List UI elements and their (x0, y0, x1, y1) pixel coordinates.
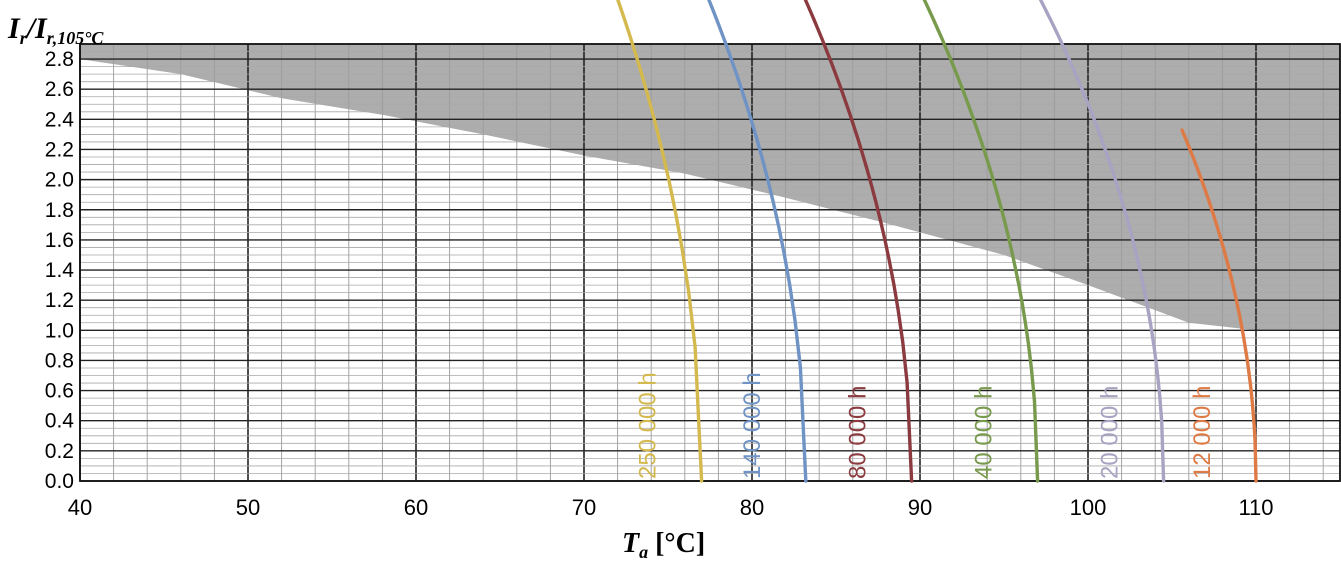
x-tick-label: 70 (572, 495, 596, 520)
series-label-1: 140 000 h (739, 372, 766, 479)
y-tick-label: 0.0 (45, 470, 74, 493)
y-axis-label: Ir/Ir,105°C (8, 12, 104, 48)
plot-border (79, 43, 1341, 482)
y-tick-label: 1.0 (45, 319, 74, 342)
y-tick-label: 0.2 (45, 440, 74, 463)
y-tick-label: 1.4 (45, 259, 75, 282)
series-label-5: 12 000 h (1189, 386, 1216, 479)
x-tick-label: 60 (404, 495, 428, 520)
series-line-1 (707, 0, 808, 483)
curve-label-layer: 250 000 h 140 000 h 80 000 h 40 000 h 20 000… (635, 372, 1216, 479)
x-tick-label: 110 (1238, 495, 1273, 520)
y-tick-label: 1.2 (45, 289, 74, 312)
y-tick-label: 2.8 (45, 48, 74, 71)
series-label-4: 20 000 h (1097, 386, 1124, 479)
series-label-0: 250 000 h (635, 372, 662, 479)
y-tick-label: 0.8 (45, 349, 74, 372)
y-tick-label: 2.6 (45, 78, 74, 101)
x-tick-label: 50 (236, 495, 260, 520)
series-line-3 (922, 0, 1040, 483)
series-label-2: 80 000 h (845, 386, 872, 479)
y-tick-label: 1.8 (45, 199, 74, 222)
y-tick-label: 2.2 (45, 138, 74, 161)
grid-layer (79, 43, 1341, 482)
x-tick-label: 40 (68, 495, 92, 520)
y-tick-label: 2.4 (45, 108, 75, 131)
x-axis-label: Ta [°C] (622, 528, 706, 562)
x-tick-label: 90 (908, 495, 932, 520)
tick-label-layer: 0.0 0.2 0.4 0.6 0.8 1.0 1.2 1.4 1.6 1.8 2.0 2.2 2.4 2… (45, 48, 1274, 520)
x-tick-label: 100 (1070, 495, 1107, 520)
series-line-4 (1038, 0, 1166, 483)
shaded-region (80, 44, 1340, 331)
series-line-2 (803, 0, 914, 483)
series-label-3: 40 000 h (971, 386, 998, 479)
y-tick-label: 2.0 (45, 169, 74, 192)
series-layer (616, 0, 1258, 483)
y-tick-label: 0.4 (45, 410, 75, 433)
series-line-5 (1180, 128, 1258, 483)
y-tick-label: 0.6 (45, 380, 74, 403)
x-tick-label: 80 (740, 495, 764, 520)
y-tick-label: 1.6 (45, 229, 74, 252)
